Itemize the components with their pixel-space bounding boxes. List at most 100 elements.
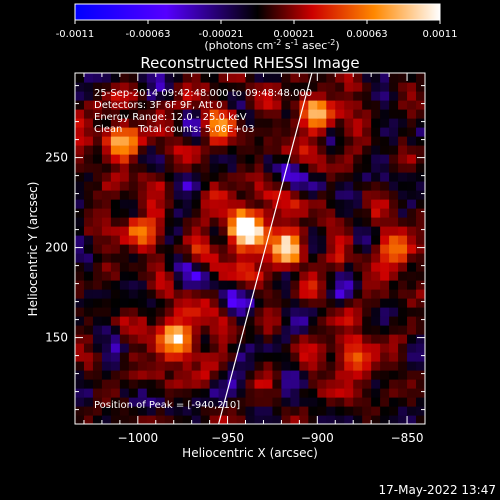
heatmap-cell	[371, 379, 381, 389]
heatmap-cell	[110, 172, 121, 182]
heatmap-cell	[326, 370, 336, 380]
heatmap-cell	[92, 253, 103, 263]
heatmap-cell	[407, 415, 417, 424]
heatmap-cell	[110, 343, 121, 353]
heatmap-cell	[398, 145, 408, 155]
heatmap-cell	[155, 298, 166, 308]
heatmap-cell	[245, 415, 256, 424]
heatmap-cell	[92, 226, 103, 236]
heatmap-cell	[155, 280, 166, 290]
heatmap-cell	[83, 217, 94, 227]
heatmap-cell	[398, 235, 408, 245]
heatmap-cell	[128, 136, 139, 146]
heatmap-cell	[317, 334, 327, 344]
heatmap-cell	[380, 352, 390, 362]
heatmap-cell	[110, 298, 121, 308]
heatmap-cell	[371, 172, 381, 182]
heatmap-cell	[416, 370, 425, 380]
heatmap-cell	[389, 145, 399, 155]
heatmap-cell	[380, 253, 390, 263]
heatmap-cell	[92, 316, 103, 326]
heatmap-cell	[110, 307, 121, 317]
heatmap-cell	[362, 379, 372, 389]
heatmap-cell	[344, 217, 354, 227]
heatmap-cell	[200, 325, 211, 335]
heatmap-cell	[83, 280, 94, 290]
heatmap-cell	[218, 208, 229, 218]
heatmap-cell	[308, 136, 318, 146]
heatmap-cell	[191, 91, 202, 101]
heatmap-cell	[128, 235, 139, 245]
heatmap-cell	[317, 136, 327, 146]
heatmap-cell	[308, 190, 318, 200]
heatmap-cell	[191, 100, 202, 110]
heatmap-cell	[155, 388, 166, 398]
heatmap-cell	[75, 370, 85, 380]
heatmap-cell	[182, 244, 193, 254]
heatmap-cell	[380, 145, 390, 155]
heatmap-cell	[128, 352, 139, 362]
heatmap-cell	[245, 109, 256, 119]
plot-frame	[74, 72, 426, 425]
heatmap-cell	[218, 127, 229, 137]
heatmap-cell	[209, 127, 220, 137]
heatmap-cell	[92, 217, 103, 227]
heatmap-cell	[416, 136, 425, 146]
heatmap-cell	[227, 334, 238, 344]
heatmap-cell	[254, 109, 265, 119]
heatmap-cell	[290, 397, 300, 407]
heatmap-cell	[182, 307, 193, 317]
heatmap-cell	[209, 406, 220, 416]
heatmap-cell	[326, 388, 336, 398]
heatmap-cell	[209, 181, 220, 191]
heatmap-cell	[191, 190, 202, 200]
heatmap-cell	[344, 163, 354, 173]
heatmap-cell	[191, 307, 202, 317]
heatmap-cell	[137, 397, 148, 407]
heatmap-cell	[110, 244, 121, 254]
heatmap-cell	[362, 388, 372, 398]
heatmap-cell	[155, 235, 166, 245]
heatmap-cell	[281, 190, 291, 200]
heatmap-cell	[335, 379, 345, 389]
heatmap-cell	[380, 388, 390, 398]
heatmap-cell	[335, 91, 345, 101]
heatmap-cell	[254, 406, 265, 416]
heatmap-cell	[164, 163, 175, 173]
heatmap-cell	[110, 262, 121, 272]
heatmap-cell	[128, 73, 139, 83]
heatmap-cell	[155, 271, 166, 281]
heatmap-cell	[344, 226, 354, 236]
heatmap-cell	[335, 280, 345, 290]
heatmap-cell	[308, 235, 318, 245]
heatmap-cell	[263, 316, 274, 326]
heatmap-cell	[137, 172, 148, 182]
heatmap-cell	[407, 298, 417, 308]
heatmap-cell	[389, 109, 399, 119]
heatmap-cell	[227, 280, 238, 290]
heatmap-cell	[254, 199, 265, 209]
y-axis-label: Heliocentric Y (arcsec)	[26, 182, 40, 317]
heatmap-cell	[326, 361, 336, 371]
heatmap-cell	[137, 280, 148, 290]
heatmap-cell	[182, 217, 193, 227]
heatmap-cell	[119, 244, 130, 254]
heatmap-cell	[173, 127, 184, 137]
heatmap-cell	[272, 406, 283, 416]
heatmap-cell	[83, 370, 94, 380]
heatmap-cell	[200, 271, 211, 281]
heatmap-cell	[272, 100, 283, 110]
annotation-time: 25-Sep-2014 09:42:48.000 to 09:48:48.000	[94, 88, 312, 99]
heatmap-cell	[299, 361, 309, 371]
heatmap-cell	[245, 73, 256, 83]
heatmap-cell	[137, 388, 148, 398]
heatmap-cell	[110, 415, 121, 424]
colorbar-tick-label: -0.00063	[126, 29, 171, 40]
heatmap-cell	[335, 118, 345, 128]
heatmap-cell	[245, 154, 256, 164]
heatmap-cell	[389, 208, 399, 218]
heatmap-cell	[263, 370, 274, 380]
heatmap-cell	[389, 253, 399, 263]
heatmap-cell	[398, 73, 408, 83]
heatmap-cell	[236, 406, 247, 416]
